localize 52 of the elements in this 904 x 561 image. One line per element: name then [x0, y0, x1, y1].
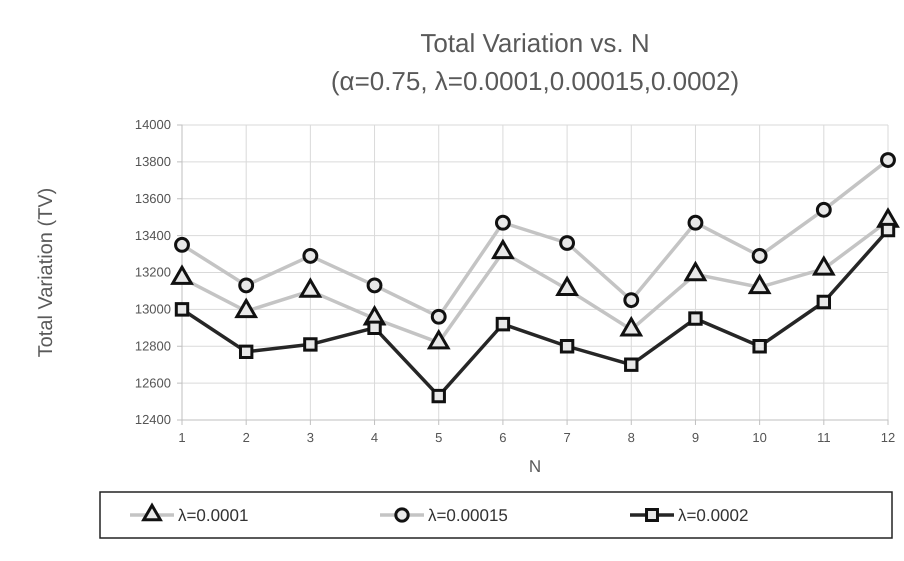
point: [880, 222, 896, 238]
point: [623, 292, 640, 308]
x-tick-label: 8: [628, 430, 635, 446]
x-tick-label: 2: [242, 430, 250, 446]
chart-subtitle: (α=0.75, λ=0.0001,0.00015,0.0002): [330, 66, 740, 96]
point: [688, 214, 704, 231]
legend-label: λ=0.0001: [178, 506, 248, 525]
y-tick-label: 13000: [134, 302, 171, 317]
point: [432, 388, 446, 404]
x-axis-title: N: [528, 457, 542, 476]
point: [816, 202, 832, 218]
point: [303, 337, 318, 352]
x-tick-label: 12: [880, 430, 896, 446]
point: [367, 320, 382, 336]
point: [560, 339, 574, 354]
point: [238, 277, 254, 294]
x-tick-label: 9: [692, 430, 700, 446]
x-tick-label: 6: [499, 430, 507, 446]
x-tick-label: 7: [563, 430, 571, 446]
point: [496, 316, 510, 332]
point: [238, 344, 254, 359]
legend-label: λ=0.0002: [678, 506, 748, 525]
point: [880, 152, 896, 168]
y-tick-label: 12400: [134, 412, 171, 428]
x-tick-label: 11: [817, 430, 831, 446]
x-tick-label: 5: [435, 430, 442, 446]
x-tick-label: 1: [178, 430, 186, 446]
point: [559, 235, 576, 251]
y-axis-title: Total Variation (TV): [35, 188, 57, 358]
y-tick-label: 14000: [134, 117, 171, 132]
point: [688, 311, 703, 326]
legend-label: λ=0.00015: [428, 506, 508, 525]
point: [174, 236, 190, 253]
point: [366, 277, 382, 294]
y-tick-label: 13200: [134, 264, 171, 280]
x-tick-label: 10: [752, 430, 767, 446]
y-tick-label: 12600: [134, 375, 171, 390]
y-tick-label: 13400: [134, 228, 171, 243]
y-tick-label: 13800: [134, 154, 171, 170]
chart-title: Total Variation vs. N: [420, 28, 650, 58]
point: [816, 294, 832, 310]
y-tick-label: 13600: [134, 190, 171, 206]
x-tick-label: 4: [370, 430, 378, 446]
point: [624, 357, 638, 372]
y-tick-label: 12800: [134, 338, 171, 354]
point: [752, 339, 767, 354]
x-tick-label: 3: [306, 430, 314, 446]
point: [174, 302, 190, 317]
point: [494, 214, 511, 231]
point: [302, 248, 318, 264]
point: [430, 308, 447, 325]
point: [752, 248, 768, 264]
